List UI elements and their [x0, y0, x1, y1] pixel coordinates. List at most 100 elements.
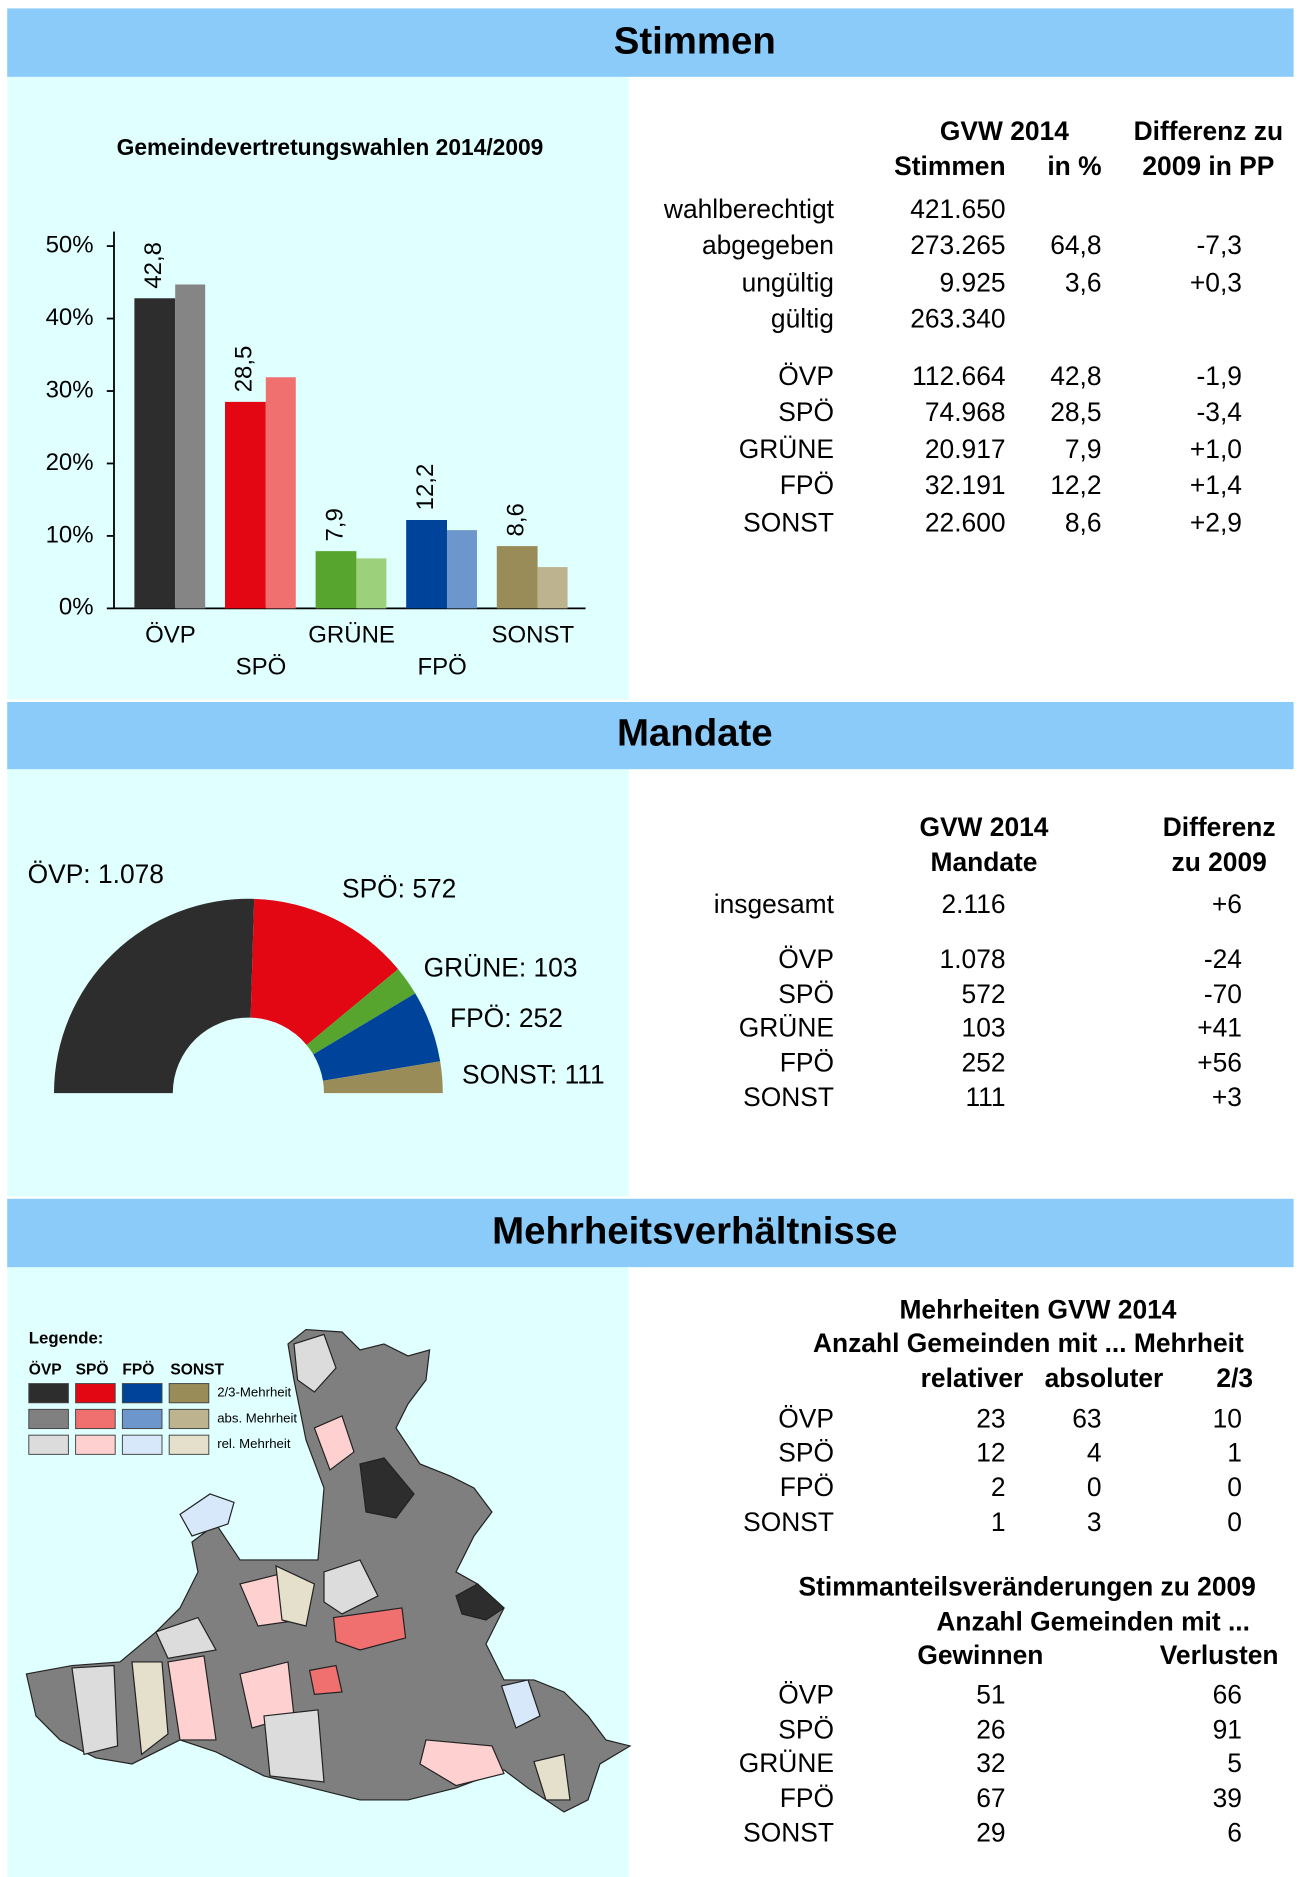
table-cell: +0,3	[1190, 267, 1242, 297]
table-cell: 22.600	[925, 507, 1006, 537]
table-header: Verlusten	[1160, 1640, 1279, 1670]
table-cell: 7,9	[1065, 434, 1102, 464]
slice-label: ÖVP: 1.078	[28, 859, 164, 889]
row-label: gültig	[771, 303, 834, 333]
table-header: Gewinnen	[917, 1640, 1043, 1670]
slice-label: SONST: 111	[462, 1059, 605, 1089]
table-cell: 263.340	[910, 303, 1005, 333]
x-tick-label: GRÜNE	[308, 621, 395, 648]
y-tick-label: 20%	[46, 449, 94, 476]
table-header: Mehrheiten GVW 2014	[899, 1295, 1176, 1325]
section-title: Mandate	[617, 712, 773, 755]
map-region	[293, 1333, 337, 1393]
map-region	[455, 1583, 505, 1621]
bar	[175, 284, 206, 609]
table-cell: 64,8	[1050, 230, 1101, 260]
bar	[356, 558, 387, 609]
row-label: wahlberechtigt	[663, 194, 835, 224]
legend-swatch	[28, 1383, 69, 1404]
table-cell: 1.078	[940, 944, 1006, 974]
table-cell: 8,6	[1065, 507, 1102, 537]
map-region	[359, 1457, 415, 1519]
row-label: SONST	[743, 507, 834, 537]
table-cell: 0	[1227, 1507, 1242, 1537]
table-header: Anzahl Gemeinden mit ...	[936, 1607, 1250, 1637]
bar	[406, 519, 447, 609]
map-region	[419, 1739, 505, 1787]
legend-level: 2/3-Mehrheit	[217, 1385, 291, 1400]
table-cell: 9.925	[940, 267, 1006, 297]
map-region	[263, 1709, 325, 1783]
map-region	[179, 1493, 235, 1537]
table-cell: 421.650	[910, 194, 1005, 224]
table-cell: 39	[1213, 1783, 1242, 1813]
table-header: relativer	[921, 1363, 1024, 1393]
table-cell: 26	[976, 1715, 1005, 1745]
table-cell: 20.917	[925, 434, 1006, 464]
y-tick-label: 10%	[46, 521, 94, 548]
bar	[224, 401, 266, 609]
table-cell: 111	[965, 1082, 1005, 1112]
table-cell: -24	[1204, 944, 1242, 974]
map-region	[167, 1655, 217, 1741]
legend-title: Legende:	[29, 1329, 104, 1348]
section-title: Stimmen	[614, 19, 776, 62]
bar	[537, 567, 568, 609]
map-region	[332, 1607, 407, 1651]
section-title: Mehrheitsverhältnisse	[492, 1210, 897, 1253]
table-cell: 5	[1227, 1748, 1242, 1778]
value-label: 7,9	[321, 508, 348, 541]
table-header: Differenz	[1163, 812, 1276, 842]
legend-swatch	[28, 1408, 69, 1430]
value-label: 42,8	[140, 242, 167, 289]
table-cell: -3,4	[1197, 397, 1242, 427]
y-tick-label: 30%	[46, 376, 94, 403]
row-label: GRÜNE	[739, 1748, 834, 1778]
value-label: 8,6	[503, 503, 530, 536]
table-cell: +1,0	[1190, 434, 1242, 464]
slice-label: FPÖ: 252	[450, 1003, 563, 1033]
pie-slice	[250, 898, 399, 1045]
legend-swatch	[28, 1434, 69, 1455]
legend-swatch	[75, 1434, 116, 1455]
table-header: absoluter	[1045, 1363, 1164, 1393]
legend-party: SPÖ	[76, 1359, 109, 1378]
table-cell: +6	[1212, 889, 1242, 919]
legend-swatch	[168, 1408, 210, 1430]
map-region	[313, 1415, 355, 1471]
row-label: SONST	[743, 1818, 834, 1848]
value-label: 12,2	[412, 464, 439, 511]
table-cell: +2,9	[1190, 507, 1242, 537]
table-header: Stimmanteilsveränderungen zu 2009	[799, 1572, 1256, 1602]
legend-level: abs. Mehrheit	[217, 1410, 297, 1425]
table-cell: 112.664	[912, 361, 1005, 391]
row-label: abgegeben	[702, 230, 834, 260]
table-cell: 252	[962, 1047, 1006, 1077]
table-header: GVW 2014	[940, 116, 1069, 146]
table-cell: +56	[1197, 1047, 1242, 1077]
pie-slice	[322, 1061, 443, 1094]
slice-label: GRÜNE: 103	[424, 953, 578, 983]
row-label: FPÖ	[780, 1783, 834, 1813]
legend-party: ÖVP	[29, 1359, 62, 1378]
row-label: FPÖ	[780, 470, 834, 500]
table-cell: 28,5	[1050, 397, 1101, 427]
table-cell: 2	[991, 1472, 1006, 1502]
bar	[265, 377, 296, 609]
table-cell: 42,8	[1050, 361, 1101, 391]
table-cell: -1,9	[1197, 361, 1242, 391]
map-region	[308, 1664, 343, 1696]
row-label: insgesamt	[714, 889, 835, 919]
y-tick-label: 50%	[46, 231, 94, 258]
table-header: 2009 in PP	[1142, 151, 1274, 181]
row-label: SPÖ	[778, 1715, 834, 1745]
table-cell: 51	[976, 1680, 1005, 1710]
x-tick-label: SONST	[491, 621, 574, 648]
x-tick-label: SPÖ	[236, 654, 287, 681]
table-header: Anzahl Gemeinden mit ... Mehrheit	[813, 1328, 1244, 1358]
table-cell: 32.191	[925, 470, 1006, 500]
map-region	[275, 1564, 316, 1627]
slice-label: SPÖ: 572	[342, 873, 456, 903]
table-header: Mandate	[930, 847, 1037, 877]
